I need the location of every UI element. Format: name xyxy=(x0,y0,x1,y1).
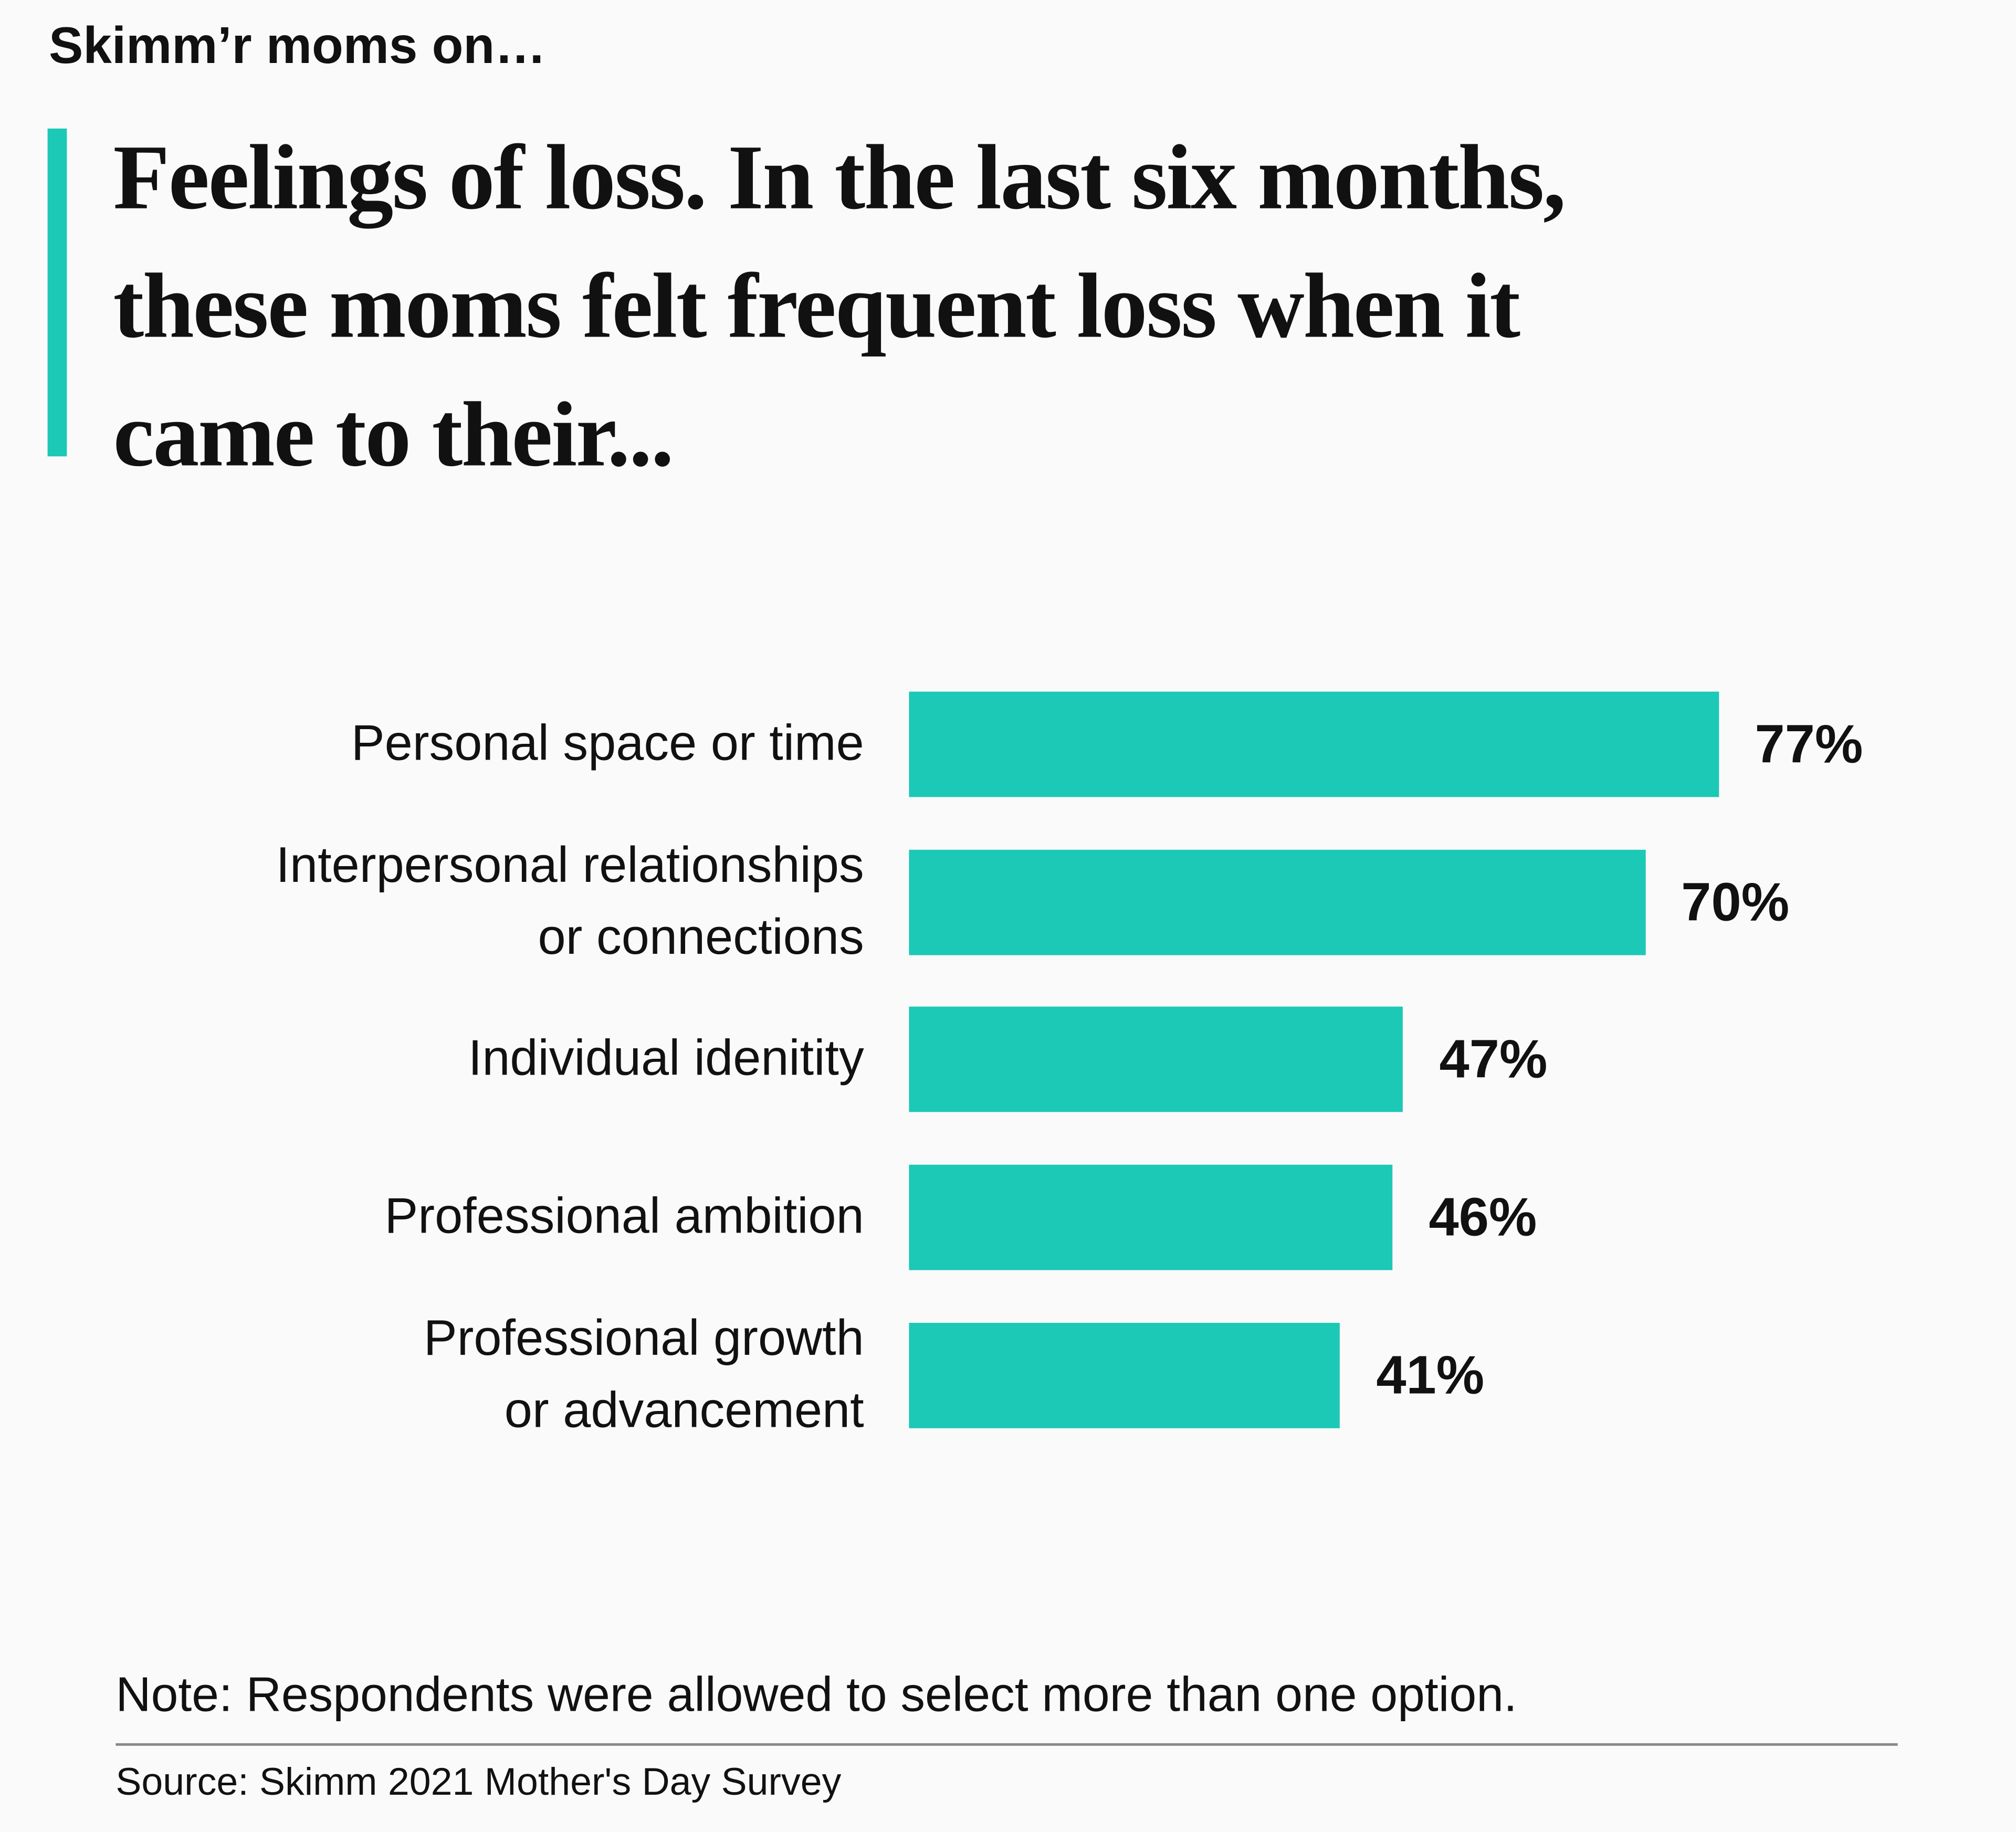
bar xyxy=(909,1165,1393,1270)
value-label: 77% xyxy=(1755,713,1863,774)
value-label: 70% xyxy=(1681,871,1790,932)
bar xyxy=(909,1322,1340,1428)
category-label: Professional growth or advancement xyxy=(423,1311,864,1438)
category-label: Individual idenitity xyxy=(468,1031,864,1087)
bar xyxy=(909,691,1719,797)
source: Source: Skimm 2021 Mother's Day Survey xyxy=(116,1761,842,1804)
bar xyxy=(909,1007,1403,1113)
chart-title: Feelings of loss. In the last six months… xyxy=(113,126,1567,486)
value-label: 41% xyxy=(1376,1344,1485,1405)
bar xyxy=(909,849,1645,955)
category-label: Personal space or time xyxy=(351,716,864,772)
value-label: 47% xyxy=(1439,1029,1548,1090)
accent-bar xyxy=(47,128,67,457)
divider xyxy=(116,1743,1898,1746)
value-label: 46% xyxy=(1429,1186,1537,1247)
kicker: Skimm’r moms on… xyxy=(49,18,547,75)
category-label: Professional ambition xyxy=(384,1189,864,1245)
category-label: Interpersonal relationships or connectio… xyxy=(276,837,864,965)
note: Note: Respondents were allowed to select… xyxy=(116,1668,1517,1723)
